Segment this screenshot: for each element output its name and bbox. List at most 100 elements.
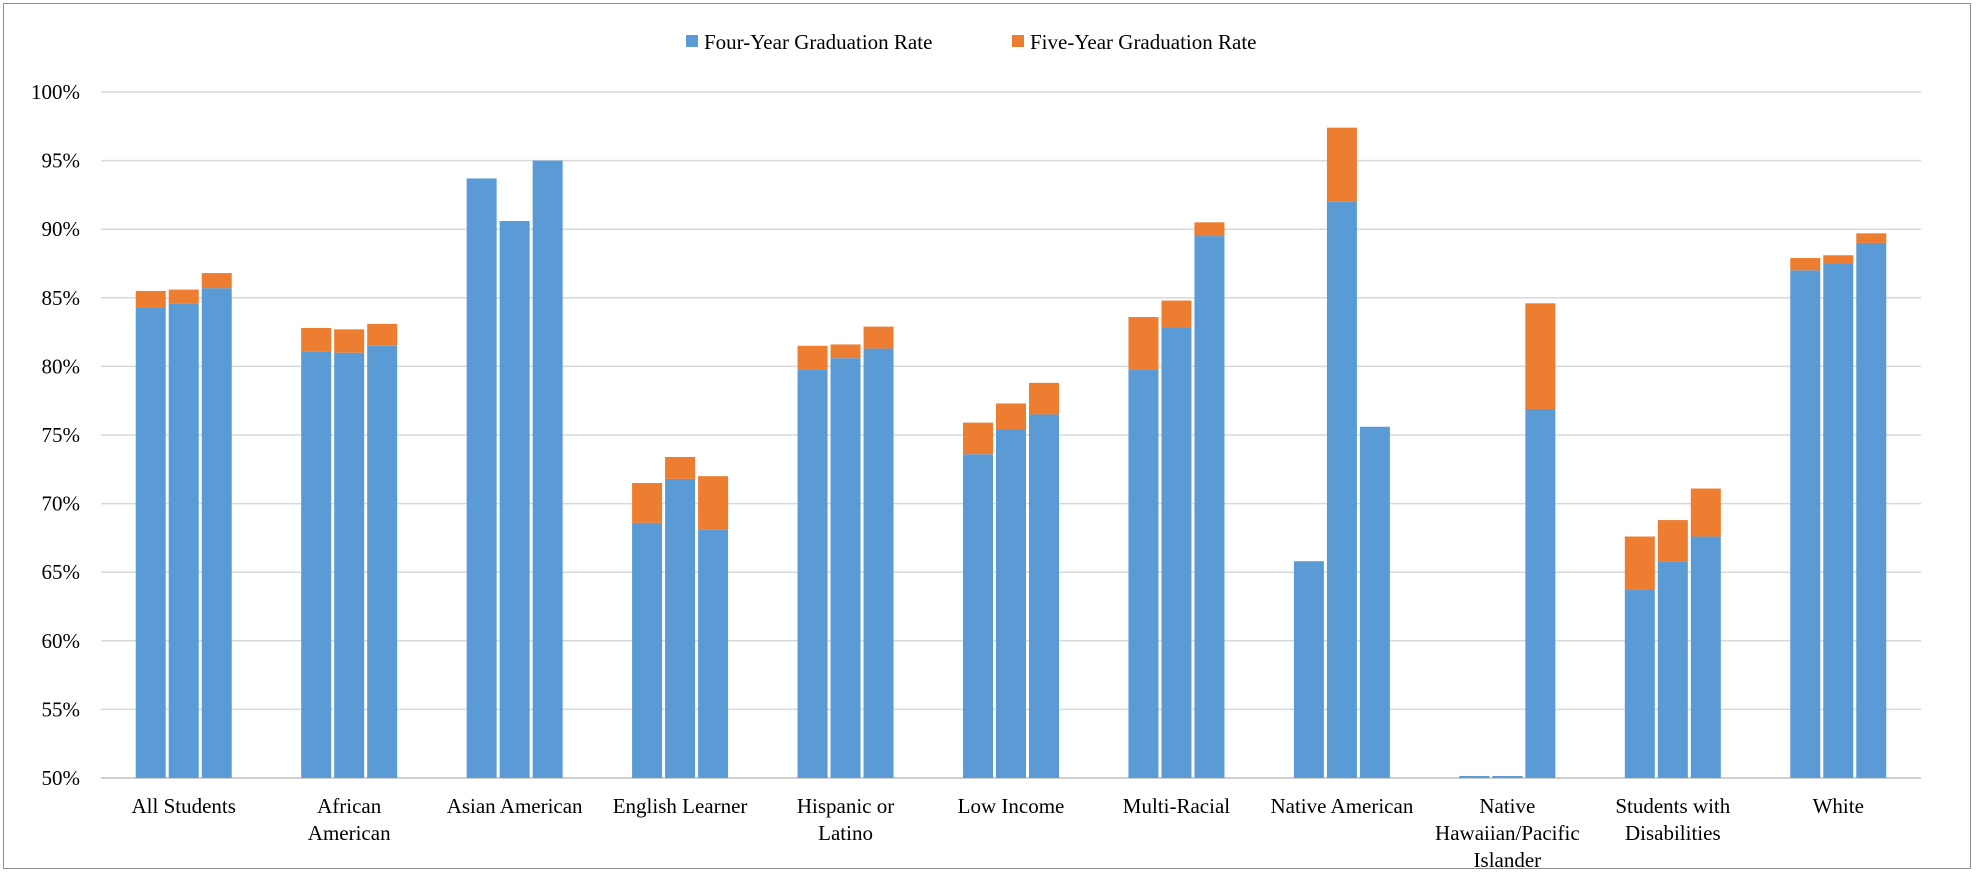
bar-five-year [1326,127,1357,202]
y-tick-label: 90% [42,217,81,241]
legend-label: Five-Year Graduation Rate [1030,30,1256,54]
category-label-line: Native American [1270,794,1413,818]
bar-five-year [996,403,1026,430]
bar-five-year [334,329,365,353]
y-tick-label: 95% [42,149,81,173]
bar-four-year [665,478,696,778]
bar-five-year [367,323,398,346]
bar-four-year [1823,263,1854,778]
category-label-line: Students with [1615,794,1730,818]
category-label: English Learner [613,794,748,818]
bar-five-year [168,289,199,304]
category-label: Native Hawaiian/Pacific Islander [1435,794,1580,872]
bar-four-year [1856,242,1887,779]
bar-five-year [1657,520,1688,562]
y-tick-label: 60% [42,629,81,653]
bar-four-year [1790,270,1821,778]
bar-four-year [1359,426,1390,778]
bar-four-year [168,303,199,778]
bar-four-year [367,345,398,778]
y-axis: 50% 55% 60% 65% 70% 75% 80% 85% 90% 95% 100% [31,80,80,790]
bar-five-year [1823,255,1854,264]
category-label: African American [308,794,391,845]
category-label-line: Low Income [958,794,1065,818]
bar-four-year [1492,776,1523,778]
bars [135,127,1887,779]
bar-four-year [1690,536,1721,778]
bar-five-year [830,344,861,359]
bar-four-year [1128,369,1159,778]
category-label-line: English Learner [613,794,748,818]
bar-four-year [1657,561,1688,778]
bar-four-year [1326,201,1357,778]
bar-five-year [1790,258,1821,271]
legend-label: Four-Year Graduation Rate [704,30,932,54]
bar-four-year [863,348,894,778]
category-label-line: All Students [132,794,236,818]
legend-swatch [1012,35,1024,47]
bar-five-year [1624,536,1655,591]
category-label-line: African [317,794,382,818]
category-label-line: Multi-Racial [1123,794,1230,818]
category-label-line: Latino [818,821,873,845]
bar-four-year [996,429,1026,778]
category-label: Native American [1270,794,1413,818]
bar-five-year [301,327,332,352]
bar-four-year [963,454,993,778]
bar-five-year [1161,300,1192,328]
category-label-line: Hawaiian/Pacific [1435,821,1580,845]
bar-four-year [201,288,232,778]
bar-five-year [201,273,232,289]
bar-four-year [135,307,166,778]
bar-four-year [830,358,861,778]
category-label: Multi-Racial [1123,794,1230,818]
category-label: Students with Disabilities [1615,794,1730,845]
gridlines [101,91,1921,779]
category-label-line: Asian American [447,794,583,818]
bar-five-year [1194,222,1225,237]
category-label: White [1813,794,1864,818]
category-label-line: Native [1479,794,1535,818]
bar-five-year [1128,317,1159,370]
legend: Four-Year Graduation Rate Five-Year Gradu… [686,30,1256,54]
bar-four-year [499,220,530,778]
x-axis: All Students African American Asian America… [132,794,1864,872]
bar-four-year [1029,414,1059,778]
category-label-line: Disabilities [1625,821,1721,845]
category-label: Hispanic or Latino [797,794,894,845]
bar-four-year [797,369,828,778]
bar-four-year [466,178,497,778]
legend-swatch [686,35,698,47]
bar-five-year [135,290,166,308]
bar-four-year [1194,236,1225,778]
bar-four-year [1525,408,1556,778]
y-tick-label: 80% [42,354,81,378]
y-tick-label: 85% [42,286,81,310]
y-tick-label: 70% [42,492,81,516]
bar-five-year [1525,303,1556,409]
bar-five-year [863,326,894,349]
bar-five-year [963,422,993,455]
bar-five-year [1690,488,1721,537]
bar-four-year [301,351,332,778]
bar-four-year [632,522,663,778]
bar-five-year [698,476,729,530]
category-label: Low Income [958,794,1065,818]
bar-four-year [1459,776,1490,778]
y-tick-label: 100% [31,80,80,104]
y-tick-label: 55% [42,697,81,721]
bar-five-year [1029,382,1059,415]
bar-five-year [632,483,663,523]
category-label-line: White [1813,794,1864,818]
bar-four-year [698,529,729,778]
category-label-line: American [308,821,391,845]
category-label-line: Islander [1474,848,1542,872]
bar-five-year [665,456,696,479]
bar-four-year [1624,590,1655,778]
bar-four-year [1161,327,1192,778]
category-label: All Students [132,794,236,818]
bar-four-year [532,160,563,779]
bar-four-year [334,352,365,778]
y-tick-label: 75% [42,423,81,447]
